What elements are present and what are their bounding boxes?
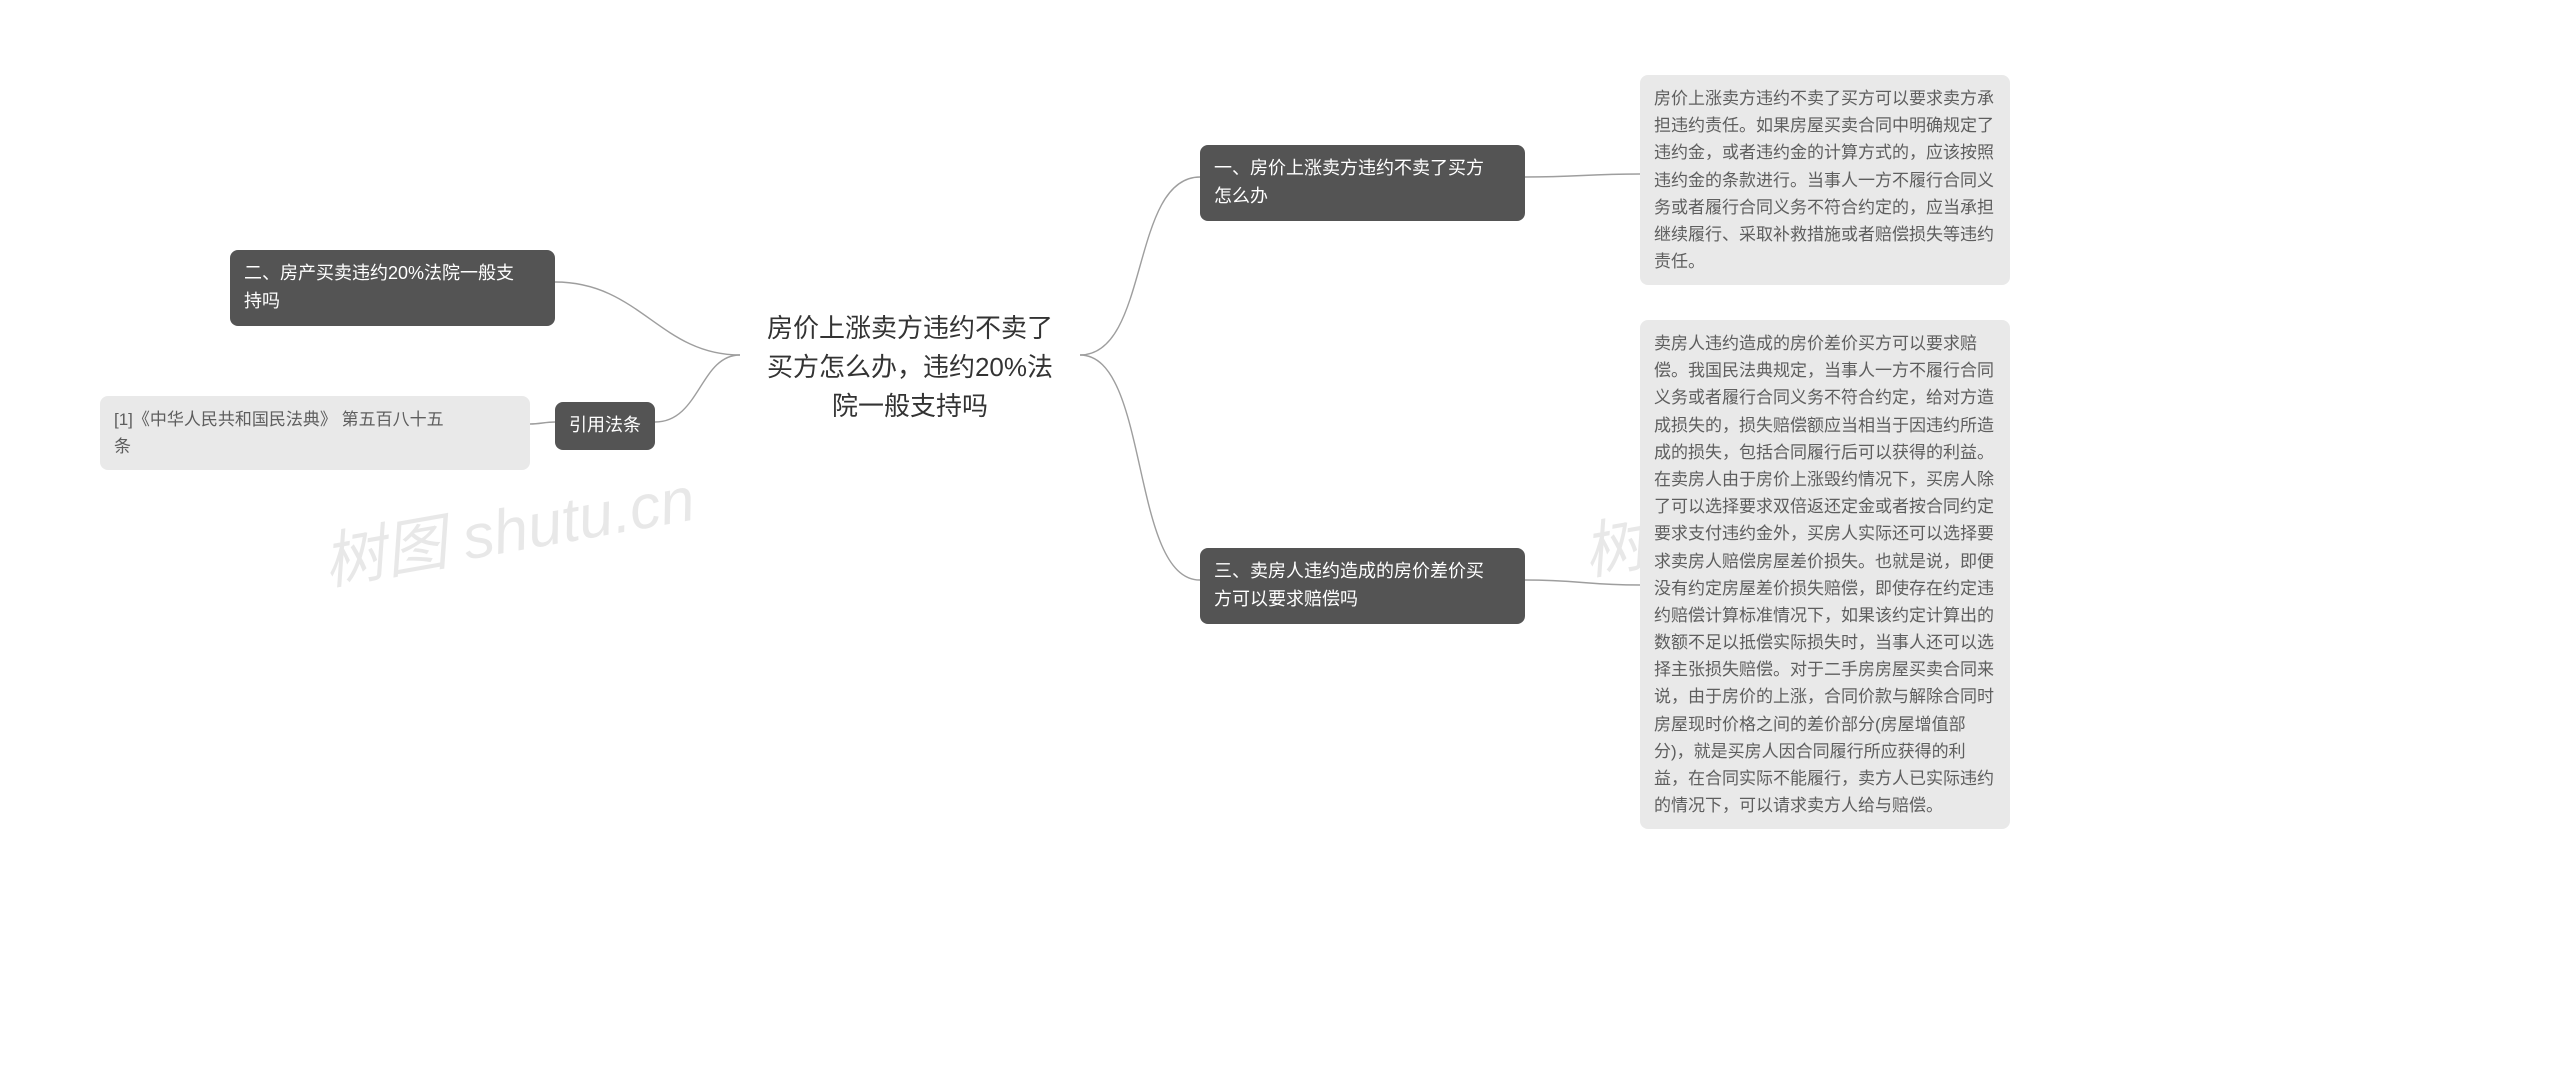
branch-label: 三、卖房人违约造成的房价差价买 方可以要求赔偿吗 [1214, 561, 1484, 609]
connector [1080, 177, 1200, 355]
branch-section-2[interactable]: 二、房产买卖违约20%法院一般支 持吗 [230, 250, 555, 326]
connector [1525, 174, 1640, 177]
root-node[interactable]: 房价上涨卖方违约不卖了 买方怎么办，违约20%法 院一般支持吗 [740, 295, 1080, 440]
branch-section-3[interactable]: 三、卖房人违约造成的房价差价买 方可以要求赔偿吗 [1200, 548, 1525, 624]
leaf-text: [1]《中华人民共和国民法典》 第五百八十五 条 [114, 410, 444, 456]
leaf-text: 房价上涨卖方违约不卖了买方可以要求卖方承担违约责任。如果房屋买卖合同中明确规定了… [1654, 89, 1994, 271]
connector [1525, 580, 1640, 585]
branch-section-1[interactable]: 一、房价上涨卖方违约不卖了买方 怎么办 [1200, 145, 1525, 221]
leaf-section-1-detail: 房价上涨卖方违约不卖了买方可以要求卖方承担违约责任。如果房屋买卖合同中明确规定了… [1640, 75, 2010, 285]
branch-label: 二、房产买卖违约20%法院一般支 持吗 [244, 263, 514, 311]
connector [655, 355, 740, 422]
connector [1080, 355, 1200, 580]
branch-citation[interactable]: 引用法条 [555, 402, 655, 450]
connector [555, 282, 740, 355]
connector [530, 422, 555, 424]
leaf-text: 卖房人违约造成的房价差价买方可以要求赔偿。我国民法典规定，当事人一方不履行合同义… [1654, 334, 1994, 815]
branch-label: 引用法条 [569, 415, 641, 435]
leaf-citation-detail: [1]《中华人民共和国民法典》 第五百八十五 条 [100, 396, 530, 470]
root-text: 房价上涨卖方违约不卖了 买方怎么办，违约20%法 院一般支持吗 [767, 313, 1053, 421]
branch-label: 一、房价上涨卖方违约不卖了买方 怎么办 [1214, 158, 1484, 206]
watermark: 树图 shutu.cn [315, 448, 701, 602]
leaf-section-3-detail: 卖房人违约造成的房价差价买方可以要求赔偿。我国民法典规定，当事人一方不履行合同义… [1640, 320, 2010, 829]
